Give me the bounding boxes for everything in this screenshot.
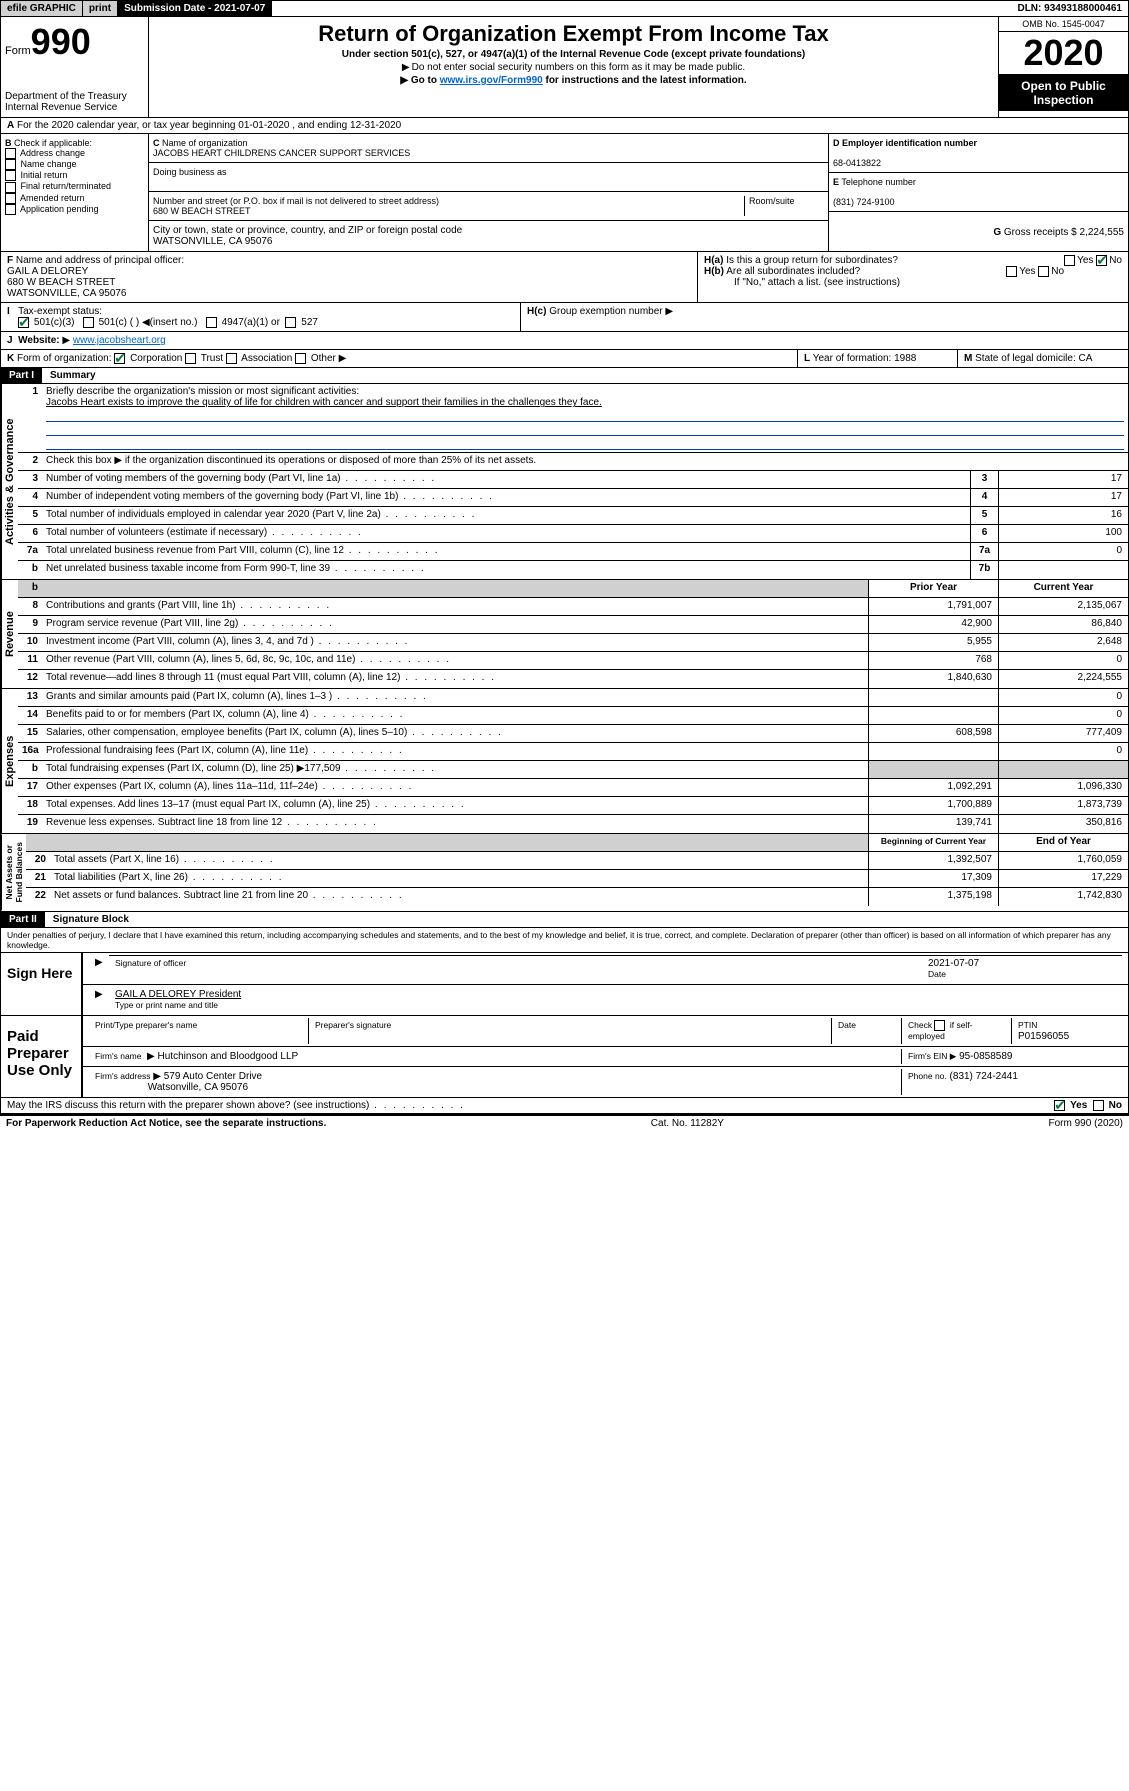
501c3-check[interactable] <box>18 317 29 328</box>
dept-treasury: Department of the Treasury <box>5 91 144 102</box>
table-row: 20Total assets (Part X, line 16)1,392,50… <box>26 852 1128 870</box>
officer-name: GAIL A DELOREY <box>7 266 88 277</box>
firm-name: Hutchinson and Bloodgood LLP <box>158 1051 299 1062</box>
topbar: efile GRAPHIC print Submission Date - 20… <box>0 0 1129 17</box>
part1-header: Part I Summary <box>0 368 1129 384</box>
org-city: WATSONVILLE, CA 95076 <box>153 236 273 247</box>
table-row: 8Contributions and grants (Part VIII, li… <box>18 598 1128 616</box>
paid-preparer: Paid Preparer Use Only Print/Type prepar… <box>0 1016 1129 1098</box>
firm-addr: 579 Auto Center Drive <box>164 1071 262 1082</box>
table-row: 9Program service revenue (Part VIII, lin… <box>18 616 1128 634</box>
form-subtitle: Under section 501(c), 527, or 4947(a)(1)… <box>153 49 994 60</box>
table-row: 16aProfessional fundraising fees (Part I… <box>18 743 1128 761</box>
table-row: 17Other expenses (Part IX, column (A), l… <box>18 779 1128 797</box>
governance-section: Activities & Governance 1Briefly describ… <box>0 384 1129 580</box>
domicile: CA <box>1079 353 1093 364</box>
tax-year: 2020 <box>999 32 1128 75</box>
table-row: 10Investment income (Part VIII, column (… <box>18 634 1128 652</box>
table-row: 22Net assets or fund balances. Subtract … <box>26 888 1128 906</box>
gross-receipts: 2,224,555 <box>1080 227 1125 238</box>
officer-sig-name: GAIL A DELOREY President <box>115 989 241 1000</box>
hb-yes[interactable] <box>1006 266 1017 277</box>
netassets-section: Net Assets orFund Balances Beginning of … <box>0 834 1129 911</box>
efile-button[interactable]: efile GRAPHIC <box>1 1 83 16</box>
527-check[interactable] <box>285 317 296 328</box>
assoc-check[interactable] <box>226 353 237 364</box>
org-name: JACOBS HEART CHILDRENS CANCER SUPPORT SE… <box>153 148 410 158</box>
website-link[interactable]: www.jacobsheart.org <box>73 335 166 346</box>
table-row: 11Other revenue (Part VIII, column (A), … <box>18 652 1128 670</box>
amended-check[interactable] <box>5 193 16 204</box>
app-pending-check[interactable] <box>5 204 16 215</box>
part2-header: Part II Signature Block <box>0 912 1129 928</box>
open-public: Open to Public Inspection <box>999 75 1128 111</box>
ssn-note: Do not enter social security numbers on … <box>153 62 994 73</box>
gov-label: Activities & Governance <box>1 384 18 579</box>
revenue-section: Revenue bPrior YearCurrent Year 8Contrib… <box>0 580 1129 689</box>
trust-check[interactable] <box>185 353 196 364</box>
ein: 68-0413822 <box>833 158 881 168</box>
form-header: Form990 Department of the Treasury Inter… <box>0 17 1129 118</box>
table-row: 14Benefits paid to or for members (Part … <box>18 707 1128 725</box>
irs-label: Internal Revenue Service <box>5 102 144 113</box>
line-a: A For the 2020 calendar year, or tax yea… <box>0 118 1129 134</box>
table-row: 4Number of independent voting members of… <box>18 489 1128 507</box>
hb-no[interactable] <box>1038 266 1049 277</box>
penalty-text: Under penalties of perjury, I declare th… <box>0 928 1129 953</box>
ha-yes[interactable] <box>1064 255 1075 266</box>
table-row: 3Number of voting members of the governi… <box>18 471 1128 489</box>
phone: (831) 724-9100 <box>833 197 895 207</box>
net-label: Net Assets orFund Balances <box>1 834 26 910</box>
table-row: 6Total number of volunteers (estimate if… <box>18 525 1128 543</box>
submission-date: Submission Date - 2021-07-07 <box>118 1 272 16</box>
goto-note: ▶ Go to www.irs.gov/Form990 for instruct… <box>153 75 994 86</box>
initial-return-check[interactable] <box>5 170 16 181</box>
4947-check[interactable] <box>206 317 217 328</box>
self-emp-check[interactable] <box>934 1020 945 1031</box>
print-button[interactable]: print <box>83 1 118 16</box>
sig-date: 2021-07-07 <box>928 958 979 969</box>
ha-no[interactable] <box>1096 255 1107 266</box>
table-row: 21Total liabilities (Part X, line 26)17,… <box>26 870 1128 888</box>
table-row: 15Salaries, other compensation, employee… <box>18 725 1128 743</box>
year-formation: 1988 <box>894 353 916 364</box>
dln: DLN: 93493188000461 <box>1011 1 1128 16</box>
form-990-label: Form990 <box>5 21 144 63</box>
addr-change-check[interactable] <box>5 148 16 159</box>
final-return-check[interactable] <box>5 182 16 193</box>
table-row: 12Total revenue—add lines 8 through 11 (… <box>18 670 1128 688</box>
website-row: J Website: ▶ www.jacobsheart.org <box>0 332 1129 350</box>
firm-ein: 95-0858589 <box>959 1051 1012 1062</box>
discuss-row: May the IRS discuss this return with the… <box>0 1098 1129 1114</box>
table-row: bTotal fundraising expenses (Part IX, co… <box>18 761 1128 779</box>
form-title: Return of Organization Exempt From Incom… <box>153 21 994 47</box>
mission: Jacobs Heart exists to improve the quali… <box>46 397 602 408</box>
section-b-g: B Check if applicable: Address change Na… <box>0 134 1129 252</box>
ptin: P01596055 <box>1018 1031 1069 1042</box>
table-row: 19Revenue less expenses. Subtract line 1… <box>18 815 1128 833</box>
corp-check[interactable] <box>114 353 125 364</box>
discuss-yes[interactable] <box>1054 1100 1065 1111</box>
section-f-h: F Name and address of principal officer:… <box>0 252 1129 303</box>
rev-label: Revenue <box>1 580 18 688</box>
omb-number: OMB No. 1545-0047 <box>999 17 1128 32</box>
other-check[interactable] <box>295 353 306 364</box>
irs-link[interactable]: www.irs.gov/Form990 <box>440 75 543 86</box>
expenses-section: Expenses 13Grants and similar amounts pa… <box>0 689 1129 834</box>
table-row: 13Grants and similar amounts paid (Part … <box>18 689 1128 707</box>
501c-check[interactable] <box>83 317 94 328</box>
firm-phone: (831) 724-2441 <box>950 1071 1018 1082</box>
sign-here: Sign Here ▶Signature of officer2021-07-0… <box>0 953 1129 1016</box>
table-row: 5Total number of individuals employed in… <box>18 507 1128 525</box>
table-row: bNet unrelated business taxable income f… <box>18 561 1128 579</box>
name-change-check[interactable] <box>5 159 16 170</box>
table-row: 18Total expenses. Add lines 13–17 (must … <box>18 797 1128 815</box>
tax-status-row: I Tax-exempt status: 501(c)(3) 501(c) ( … <box>0 303 1129 332</box>
line-k-m: K Form of organization: Corporation Trus… <box>0 350 1129 368</box>
footer: For Paperwork Reduction Act Notice, see … <box>0 1114 1129 1131</box>
exp-label: Expenses <box>1 689 18 833</box>
table-row: 7aTotal unrelated business revenue from … <box>18 543 1128 561</box>
discuss-no[interactable] <box>1093 1100 1104 1111</box>
org-address: 680 W BEACH STREET <box>153 206 251 216</box>
